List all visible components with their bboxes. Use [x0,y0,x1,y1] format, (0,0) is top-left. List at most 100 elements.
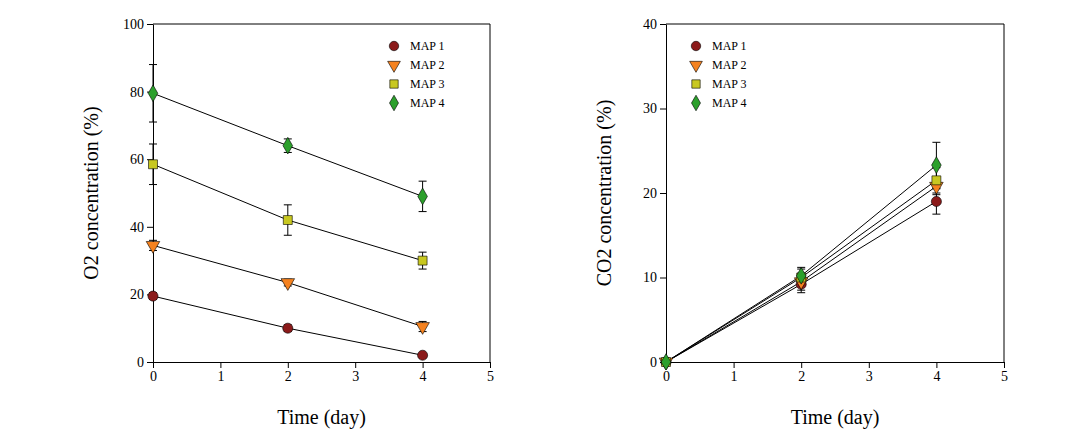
legend-marker [690,61,703,72]
legend-marker [390,80,398,88]
data-point [283,137,293,154]
legend-label: MAP 1 [410,39,445,53]
x-axis: 0 1 2 3 4 5 [663,362,1008,384]
tick-mark [1004,362,1005,368]
axis-line [153,25,154,363]
tick-mark [734,362,735,368]
tick: 0 [150,362,157,384]
data-point [283,216,292,225]
x-axis-title: Time (day) [277,406,366,429]
tick: 2 [285,362,292,384]
legend-marker [691,41,700,50]
series-line [666,180,936,362]
series-line [666,165,936,362]
data-point [418,256,427,265]
tick-label: 4 [420,369,427,384]
tick-label: 40 [130,220,144,235]
y-axis: 0 10 20 30 40 [643,17,667,370]
tick-label: 5 [487,369,494,384]
tick: 1 [731,362,738,384]
tick-label: 0 [150,369,157,384]
tick: 10 [643,270,666,285]
tick-label: 5 [1001,369,1008,384]
error-bar [797,267,805,284]
data-point [281,279,295,291]
tick-mark [936,362,937,368]
frame [490,24,491,362]
tick-mark [423,362,424,368]
legend-marker [388,61,401,72]
tick-label: 3 [352,369,359,384]
error-bar [149,65,157,122]
chart: 012345020406080100Time (day)O2 concentra… [80,17,494,429]
error-bar [419,252,427,269]
tick: 100 [123,17,153,32]
tick: 30 [643,101,666,116]
tick-mark [147,24,153,25]
tick-mark [660,24,666,25]
error-bar [932,142,940,188]
legend: MAP 1MAP 2MAP 3MAP 4 [388,39,445,111]
legend-label: MAP 2 [410,58,445,72]
tick-mark [869,362,870,368]
tick-label: 20 [130,287,144,302]
tick: 0 [137,355,153,370]
chart-canvas: 012345020406080100Time (day)O2 concentra… [0,0,1071,436]
legend-marker [692,80,700,88]
tick-label: 20 [643,186,657,201]
axis-line [154,362,491,363]
legend: MAP 1 MAP 2 MAP 3 MAP 4 [690,39,747,111]
tick-mark [153,362,154,368]
frame [153,24,490,25]
axis-line [666,25,667,363]
plot-area [146,65,429,361]
legend-label: MAP 4 [712,96,747,110]
error-bar [284,205,292,235]
tick-mark [220,362,221,368]
legend-label: MAP 4 [410,96,445,110]
tick-label: 0 [650,355,657,370]
error-bar [419,181,427,211]
data-point [283,323,293,333]
tick-mark [147,362,153,363]
tick-label: 60 [130,152,144,167]
data-point [148,85,158,102]
series-line [153,245,423,326]
chart: 012345010203040Time (day)CO2 concentrati… [593,17,1008,429]
tick-label: 4 [933,369,940,384]
tick-mark [660,193,666,194]
tick: 4 [420,362,427,384]
x-axis-title: Time (day) [791,406,880,429]
legend-label: MAP 1 [712,39,747,53]
tick-label: 3 [866,369,873,384]
series-line [153,93,423,196]
error-bar [149,144,157,185]
tick-label: 1 [731,369,738,384]
tick-mark [147,227,153,228]
tick-mark [660,278,666,279]
tick: 40 [643,17,666,32]
axis-line [667,362,1005,363]
legend-label: MAP 2 [712,58,747,72]
legend-label: MAP 3 [712,77,747,91]
tick-label: 10 [643,270,657,285]
tick: 3 [352,362,359,384]
tick: 3 [866,362,873,384]
data-point [418,350,428,360]
y-axis-title: O2 concentration (%) [80,106,103,279]
tick-label: 2 [798,369,805,384]
x-axis: 0 1 2 3 4 5 [150,362,494,384]
tick-mark [801,362,802,368]
tick-label: 1 [217,369,224,384]
tick-mark [660,109,666,110]
tick-label: 100 [123,17,144,32]
tick-label: 0 [663,369,670,384]
tick-label: 0 [137,355,144,370]
plot-area [659,142,943,370]
y-axis: 020406080100 [123,17,154,370]
tick: 20 [643,186,666,201]
tick-label: 30 [643,101,657,116]
tick: 1 [217,362,224,384]
legend-marker [390,95,399,111]
legend-marker [692,95,701,111]
